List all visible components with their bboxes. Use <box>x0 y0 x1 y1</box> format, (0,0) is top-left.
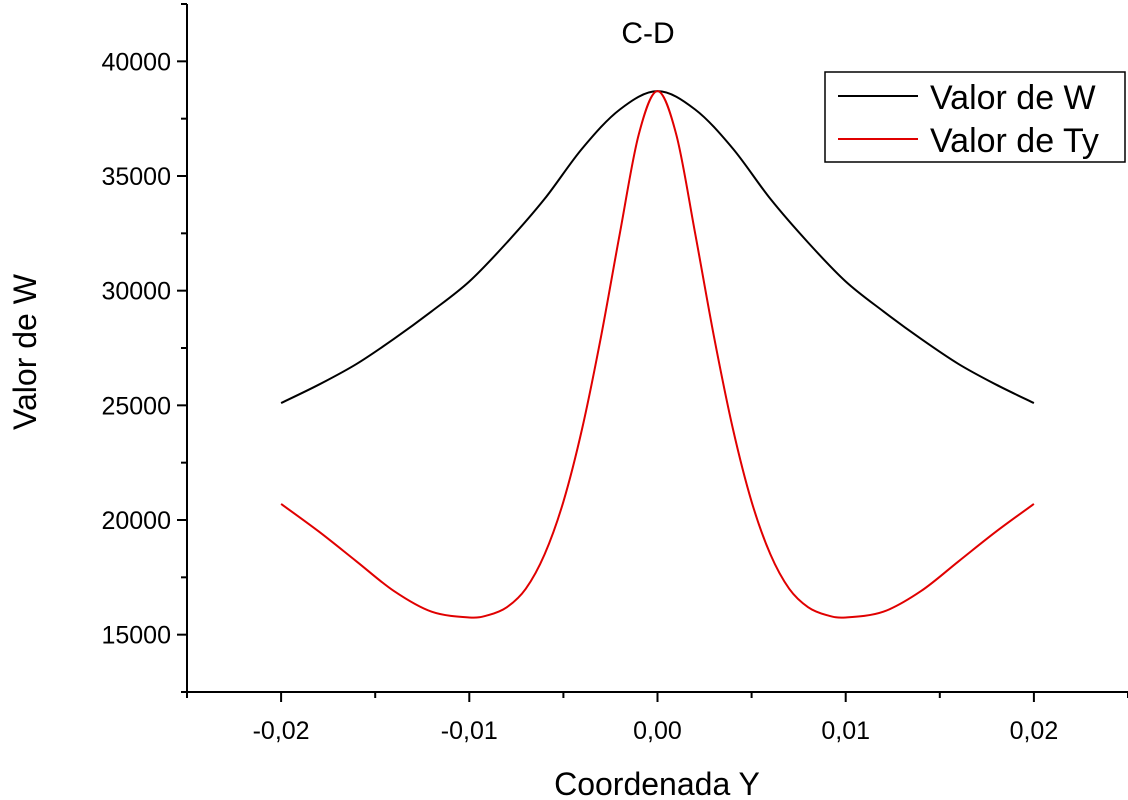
y-ticks: 15000 20000 25000 30000 35000 40000 <box>101 3 187 693</box>
y-axis: 15000 20000 25000 30000 35000 40000 <box>101 3 188 693</box>
x-tick-label: -0,02 <box>253 717 310 745</box>
x-tick-label: 0,01 <box>821 717 870 745</box>
legend-label-ty: Valor de Ty <box>930 122 1099 160</box>
y-tick-label: 20000 <box>101 507 171 535</box>
y-tick-label: 35000 <box>101 163 171 191</box>
y-tick-label: 25000 <box>101 392 171 420</box>
chart-title: C-D <box>621 17 674 50</box>
x-axis-title: Coordenada Y <box>554 766 760 800</box>
y-tick-label: 30000 <box>101 278 171 306</box>
y-axis-title: Valor de W <box>7 273 43 430</box>
x-ticks: -0,02 -0,01 0,00 0,01 0,02 <box>186 692 1128 745</box>
x-tick-label: -0,01 <box>441 717 498 745</box>
x-tick-label: 0,02 <box>1010 717 1059 745</box>
series-layer <box>280 90 1035 619</box>
y-tick-label: 15000 <box>101 622 171 650</box>
x-axis: -0,02 -0,01 0,00 0,01 0,02 <box>186 691 1128 745</box>
legend-box <box>824 71 1126 163</box>
y-tick-label: 40000 <box>101 48 171 76</box>
legend-label-w: Valor de W <box>930 79 1096 117</box>
series-line-ty <box>280 90 1035 619</box>
legend: Valor de W Valor de Ty <box>824 71 1126 163</box>
x-tick-label: 0,00 <box>633 717 682 745</box>
